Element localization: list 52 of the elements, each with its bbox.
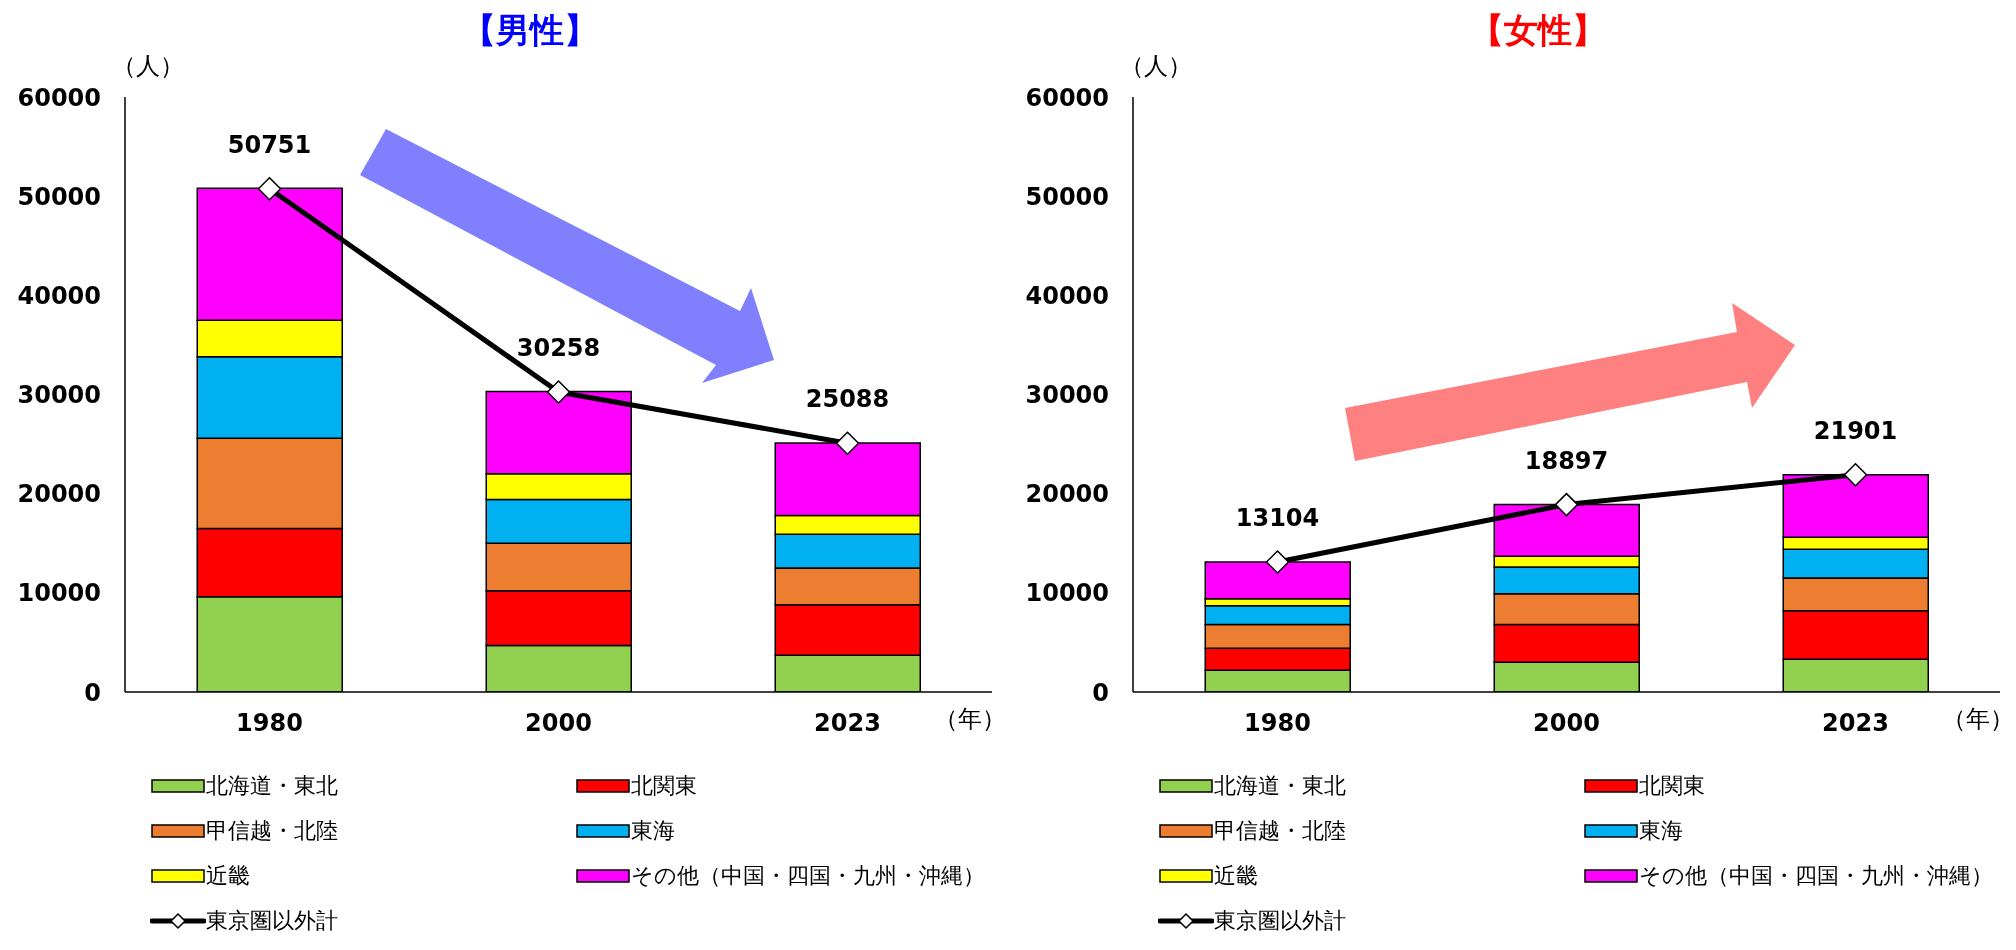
y-tick-label: 50000 — [1025, 182, 1109, 211]
legend-label: 東海 — [631, 817, 675, 845]
x-tick-label: 1980 — [1244, 709, 1311, 738]
x-axis-title: （年） — [1942, 704, 2014, 735]
y-tick-label: 0 — [1092, 678, 1109, 707]
y-axis-title: （人） — [112, 51, 184, 82]
y-tick-label: 0 — [84, 678, 101, 707]
x-tick-label: 2023 — [1822, 709, 1889, 738]
data-label: 13104 — [1235, 504, 1320, 533]
data-label: 50751 — [227, 130, 312, 159]
data-label: 18897 — [1524, 446, 1609, 475]
point — [1843, 463, 1868, 487]
point — [835, 431, 860, 455]
y-tick-label: 50000 — [17, 182, 101, 211]
y-tick-label: 10000 — [1025, 579, 1109, 608]
x-tick-label: 2000 — [525, 709, 592, 738]
legend-label: 近畿 — [1214, 862, 1258, 890]
chart-title: 【女性】 — [1470, 10, 1606, 50]
legend-label: その他（中国・四国・九州・沖縄） — [1639, 862, 1993, 890]
y-tick-label: 60000 — [17, 83, 101, 112]
legend-label: 北海道・東北 — [1214, 772, 1346, 800]
y-axis-title: （人） — [1120, 51, 1192, 82]
chart-title: 【男性】 — [462, 10, 598, 50]
legend-label: 甲信越・北陸 — [1214, 817, 1346, 845]
legend-label: 近畿 — [206, 862, 250, 890]
data-label: 21901 — [1813, 416, 1898, 445]
x-axis-title: （年） — [934, 704, 1006, 735]
y-tick-label: 30000 — [1025, 381, 1109, 410]
data-label: 25088 — [805, 385, 890, 414]
y-tick-label: 40000 — [1025, 281, 1109, 310]
point — [1265, 550, 1290, 574]
point — [546, 380, 571, 404]
legend-label: 東京圏以外計 — [206, 907, 338, 935]
point — [257, 176, 282, 201]
data-label: 30258 — [516, 333, 601, 362]
y-tick-label: 20000 — [1025, 480, 1109, 509]
y-tick-label: 10000 — [17, 579, 101, 608]
y-tick-label: 20000 — [17, 480, 101, 509]
point — [1554, 492, 1579, 517]
legend-label: 東海 — [1639, 817, 1683, 845]
y-tick-label: 60000 — [1025, 83, 1109, 112]
x-tick-label: 2000 — [1533, 709, 1600, 738]
legend-label: 東京圏以外計 — [1214, 907, 1346, 935]
y-tick-label: 30000 — [17, 381, 101, 410]
legend-label: 甲信越・北陸 — [206, 817, 338, 845]
legend-label: その他（中国・四国・九州・沖縄） — [631, 862, 985, 890]
legend-label: 北関東 — [631, 772, 697, 800]
x-tick-label: 1980 — [236, 709, 303, 738]
legend-label: 北海道・東北 — [206, 772, 338, 800]
y-tick-label: 40000 — [17, 281, 101, 310]
legend-label: 北関東 — [1639, 772, 1705, 800]
x-tick-label: 2023 — [814, 709, 881, 738]
